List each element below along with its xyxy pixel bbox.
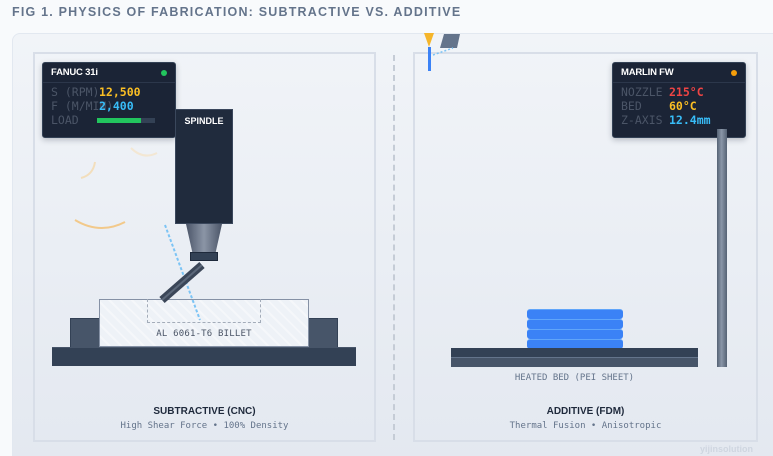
- metal-chips-icon: [74, 147, 158, 229]
- bed-temp-value: 60°C: [669, 99, 697, 113]
- fdm-caption-title: ADDITIVE (FDM): [546, 406, 625, 417]
- printed-layer: [527, 319, 623, 329]
- collet-nut: [190, 252, 218, 261]
- hotend-nozzle-icon: [424, 33, 460, 71]
- vise-jaw-left: [70, 318, 100, 348]
- cnc-controller-title: FANUC 31i: [51, 67, 98, 78]
- z-axis-lead-screw: [717, 129, 727, 367]
- fdm-caption: ADDITIVE (FDM) Thermal Fusion • Anisotro…: [413, 406, 758, 431]
- cnc-caption: SUBTRACTIVE (CNC) High Shear Force • 100…: [33, 406, 376, 431]
- spindle-label: SPINDLE: [184, 116, 224, 126]
- feed-rate-value: 2,400: [99, 99, 134, 113]
- load-bar: [97, 118, 155, 123]
- watermark: yijinsolution: [700, 444, 753, 454]
- fdm-status-dot-icon: [731, 69, 737, 76]
- heated-bed-top: [451, 348, 698, 358]
- cnc-panel: [33, 52, 376, 442]
- fdm-controller-title: MARLIN FW: [621, 67, 674, 78]
- end-mill-icon: [159, 224, 205, 321]
- nozzle-temp-value: 215°C: [669, 85, 704, 99]
- fdm-panel: [413, 52, 758, 442]
- billet-label: AL 6061-T6 BILLET: [156, 329, 252, 339]
- printed-layer: [527, 339, 623, 349]
- cnc-controller-panel: FANUC 31i S (RPM) 12,500 F (M/MIN) 2,400…: [42, 62, 176, 138]
- billet-pocket-outline: [147, 299, 261, 323]
- fdm-controller-panel: MARLIN FW NOZZLE 215°C BED 60°C Z-AXIS 1…: [612, 62, 746, 138]
- heated-bed-base: [451, 358, 698, 367]
- cnc-caption-title: SUBTRACTIVE (CNC): [153, 406, 256, 417]
- cnc-row-load: LOAD: [51, 113, 167, 127]
- bed-label: HEATED BED (PEI SHEET): [514, 373, 635, 383]
- fdm-row-z: Z-AXIS 12.4mm: [621, 113, 711, 127]
- printed-layer: [527, 329, 623, 339]
- cnc-caption-subtitle: High Shear Force • 100% Density: [120, 421, 289, 431]
- load-bar-fill: [97, 118, 141, 123]
- z-axis-value: 12.4mm: [669, 113, 711, 127]
- cnc-row-speed: S (RPM) 12,500: [51, 85, 141, 99]
- aluminum-billet: [99, 299, 309, 347]
- cnc-row-feed: F (M/MIN) 2,400: [51, 99, 134, 113]
- fdm-caption-subtitle: Thermal Fusion • Anisotropic: [509, 421, 662, 431]
- spindle-housing: SPINDLE: [175, 109, 233, 224]
- printed-layer: [527, 309, 623, 319]
- panel-divider: [393, 55, 395, 440]
- vise-base: [52, 347, 356, 366]
- fdm-row-bed: BED 60°C: [621, 99, 697, 113]
- vise-jaw-right: [308, 318, 338, 348]
- spindle-speed-value: 12,500: [99, 85, 141, 99]
- figure-title: FIG 1. PHYSICS OF FABRICATION: SUBTRACTI…: [12, 5, 462, 19]
- cnc-status-dot-icon: [161, 69, 167, 76]
- fdm-row-nozzle: NOZZLE 215°C: [621, 85, 704, 99]
- tool-collet: [186, 224, 222, 253]
